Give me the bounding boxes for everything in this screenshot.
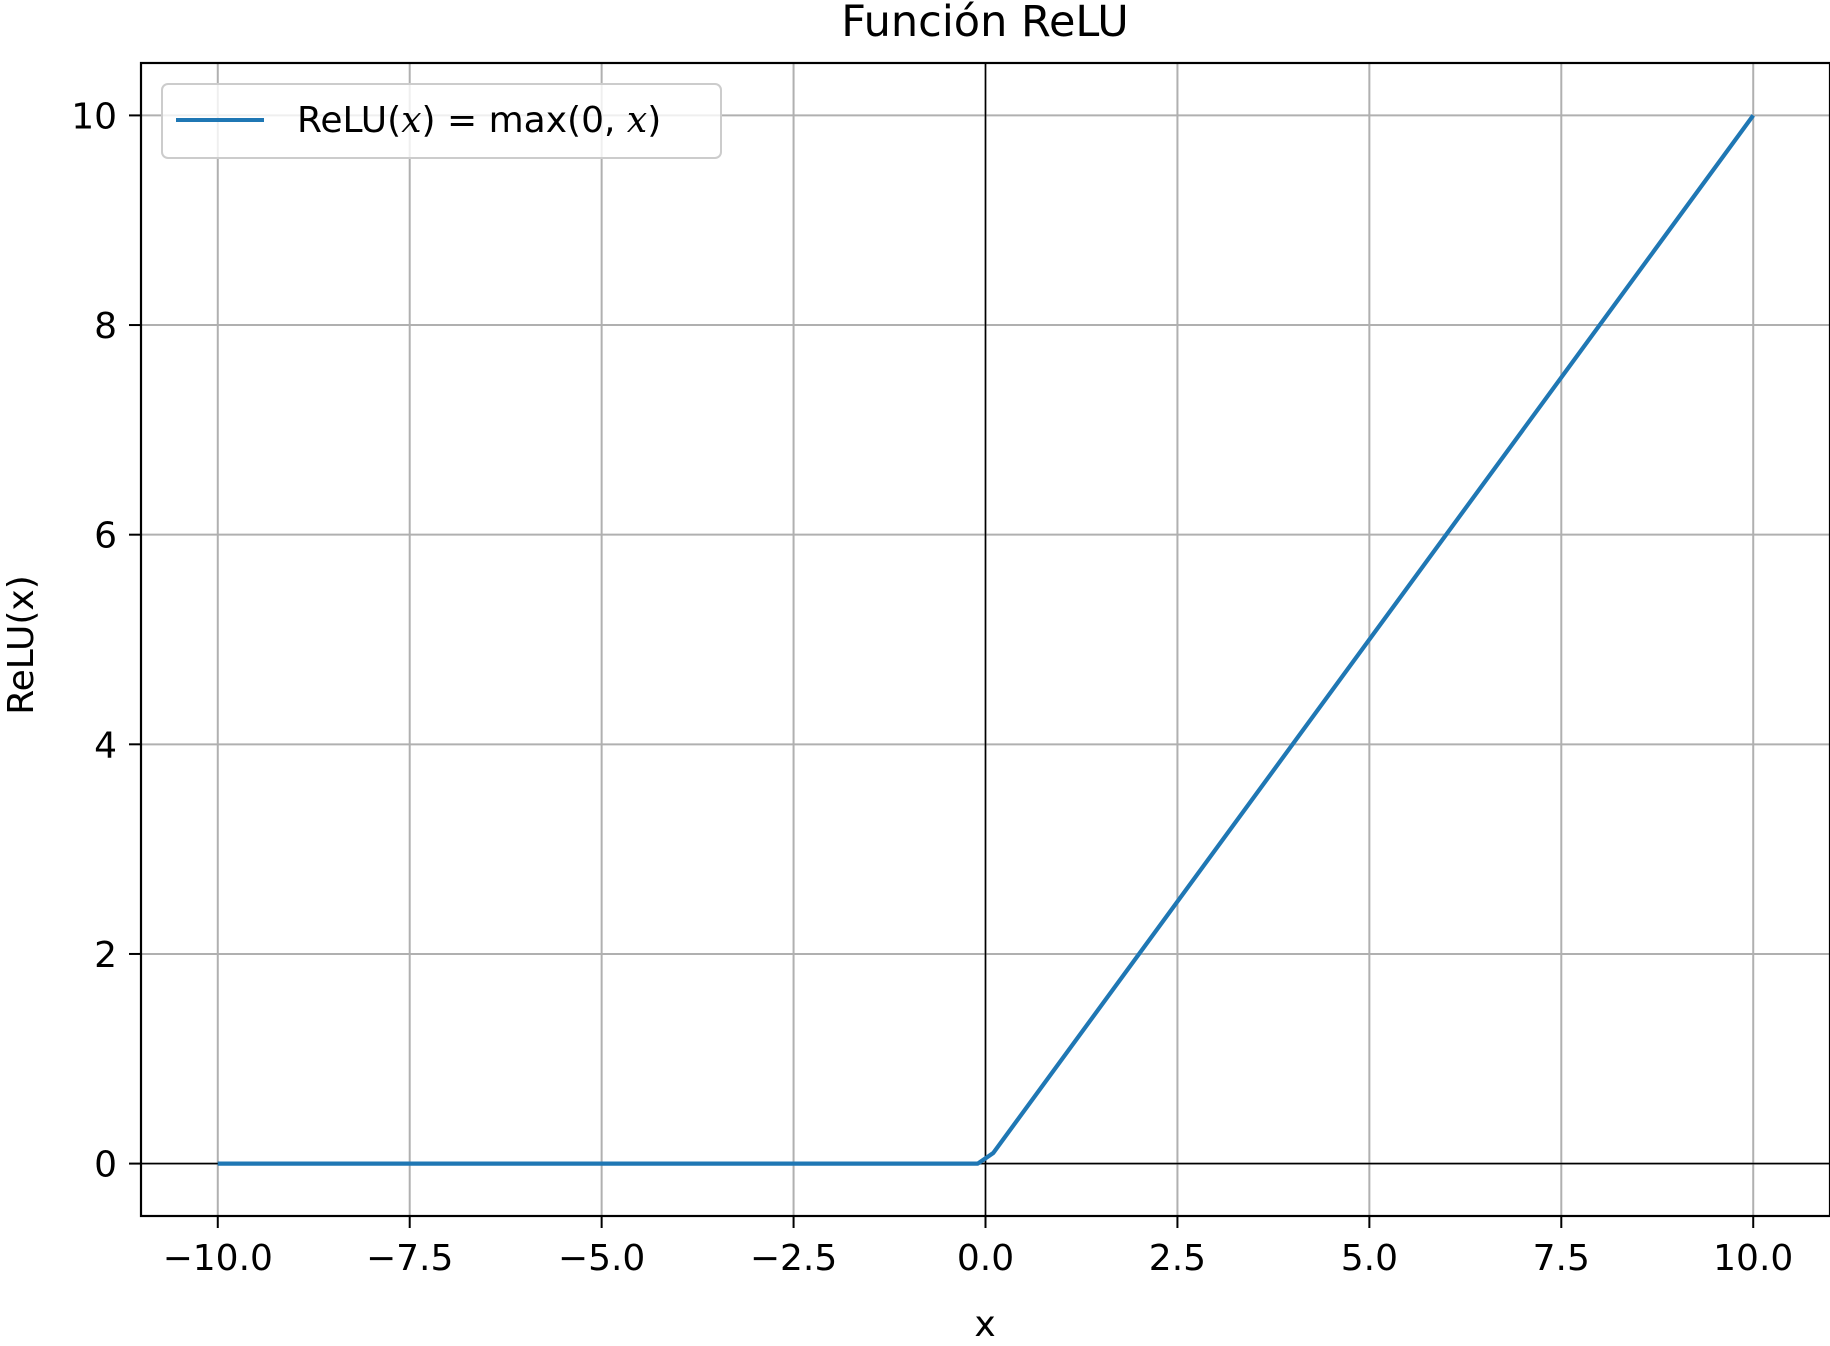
x-tick-label: 10.0 — [1713, 1238, 1793, 1279]
legend-box — [161, 83, 722, 159]
y-tick-label: 8 — [94, 306, 117, 347]
y-axis-title: ReLU(x) — [1, 575, 42, 715]
x-tick-label: 5.0 — [1341, 1238, 1398, 1279]
x-tick-label: 7.5 — [1533, 1238, 1590, 1279]
series-layer — [217, 114, 1755, 1166]
chart-title: Función ReLU — [841, 0, 1128, 47]
y-tick-label: 2 — [94, 935, 117, 976]
x-axis-ticks: −10.0 −7.5 −5.0 −2.5 0.0 2.5 5.0 7.5 10.0 — [163, 1216, 1793, 1279]
x-tick-label: −7.5 — [366, 1238, 453, 1279]
y-tick-label: 10 — [71, 96, 117, 137]
y-tick-label: 6 — [94, 516, 117, 557]
x-tick-label: −10.0 — [163, 1238, 273, 1279]
series-line-relu — [217, 114, 1755, 1166]
x-axis-title: x — [974, 1304, 995, 1345]
legend: ReLU(x) = max(0, x) — [161, 83, 722, 159]
x-tick-label: 0.0 — [957, 1238, 1014, 1279]
legend-label-end: ) — [647, 100, 661, 141]
y-tick-label: 4 — [94, 725, 117, 766]
legend-label-var: x — [627, 100, 647, 141]
y-tick-label: 0 — [94, 1145, 117, 1186]
legend-label-fn: ReLU( — [297, 100, 401, 141]
x-tick-label: −2.5 — [750, 1238, 837, 1279]
y-axis-ticks: 0 2 4 6 8 10 — [71, 96, 141, 1186]
legend-label-var: x — [401, 100, 421, 141]
x-tick-label: −5.0 — [558, 1238, 645, 1279]
legend-label-relu: ReLU(x) = max(0, x) — [297, 100, 661, 141]
x-tick-label: 2.5 — [1149, 1238, 1206, 1279]
legend-label-mid: ) = max(0, — [422, 100, 627, 141]
